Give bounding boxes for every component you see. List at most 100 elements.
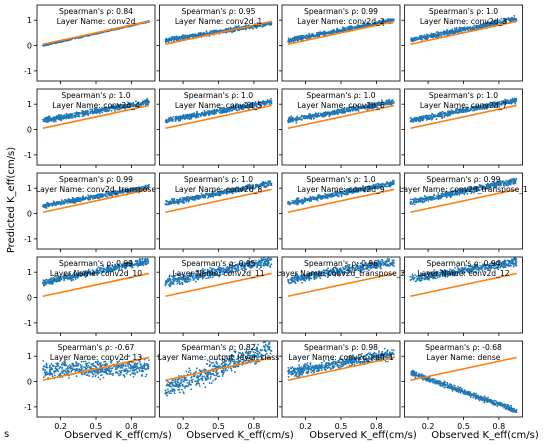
scatter-point: [423, 35, 425, 38]
scatter-point: [84, 196, 87, 199]
scatter-point: [231, 30, 234, 33]
scatter-point: [115, 191, 118, 194]
scatter-point: [217, 191, 220, 194]
scatter-point: [265, 185, 268, 187]
scatter-point: [454, 30, 457, 33]
scatter-point: [104, 108, 107, 111]
scatter-point: [96, 194, 98, 196]
scatter-point: [71, 113, 74, 116]
scatter-point: [117, 105, 120, 108]
scatter-point: [121, 106, 124, 109]
scatter-point: [207, 110, 210, 112]
scatter-point: [466, 110, 468, 113]
scatter-point: [302, 35, 304, 38]
scatter-point: [470, 107, 473, 109]
scatter-point: [118, 104, 121, 106]
scatter-point: [477, 104, 480, 107]
scatter-point: [76, 199, 79, 202]
scatter-point: [103, 107, 106, 110]
scatter-point: [459, 30, 461, 33]
scatter-point: [443, 111, 445, 114]
scatter-point: [223, 110, 225, 113]
scatter-point: [203, 112, 206, 115]
panel-title-line: Spearman's ρ: 1.0: [184, 91, 253, 100]
scatter-point: [300, 116, 302, 118]
scatter-point: [504, 98, 507, 101]
scatter-point: [475, 26, 478, 29]
scatter-point: [492, 23, 495, 26]
scatter-point: [460, 26, 463, 29]
scatter-point: [339, 111, 342, 114]
scatter-point: [202, 113, 205, 116]
scatter-point: [441, 113, 444, 115]
scatter-point: [472, 109, 475, 112]
scatter-point: [330, 32, 333, 34]
scatter-point: [500, 17, 503, 20]
scatter-point: [318, 115, 321, 117]
panel-title-line: Layer Name: conv2d_3: [420, 17, 508, 26]
scatter-point: [247, 101, 250, 104]
scatter-point: [185, 115, 188, 117]
scatter-point: [66, 115, 69, 117]
scatter-point: [363, 25, 366, 28]
scatter-point: [205, 30, 208, 33]
scatter-point: [268, 23, 271, 26]
scatter-point: [252, 103, 255, 105]
scatter-point: [137, 189, 140, 191]
scatter-point: [445, 112, 447, 115]
scatter-point: [82, 115, 85, 117]
scatter-point: [496, 19, 499, 21]
scatter-points: [164, 97, 273, 124]
scatter-point: [170, 116, 173, 119]
scatter-point: [247, 187, 249, 190]
scatter-point: [270, 23, 273, 25]
scatter-point: [443, 114, 446, 117]
scatter-point: [386, 20, 389, 23]
scatter-point: [353, 108, 356, 111]
scatter-point: [188, 115, 191, 118]
scatter-point: [78, 115, 81, 118]
scatter-point: [485, 107, 488, 110]
scatter-point: [462, 111, 464, 114]
scatter-point: [337, 109, 340, 112]
scatter-point: [116, 190, 119, 193]
scatter-point: [376, 106, 379, 109]
scatter-point: [445, 31, 448, 34]
scatter-point: [350, 25, 353, 28]
scatter-point: [514, 102, 517, 105]
scatter-point: [58, 202, 61, 204]
scatter-point: [475, 24, 478, 27]
scatter-point: [411, 118, 414, 121]
scatter-point: [44, 116, 47, 119]
scatter-point: [467, 109, 470, 112]
scatter-point: [179, 38, 182, 41]
scatter-point: [72, 200, 75, 203]
scatter-point: [134, 187, 137, 189]
scatter-point: [208, 111, 211, 114]
scatter-point: [421, 36, 424, 39]
scatter-point: [486, 24, 489, 27]
scatter-point: [336, 112, 339, 115]
scatter-point: [55, 201, 58, 203]
y-tick-label: -1: [24, 235, 32, 244]
scatter-point: [231, 107, 234, 110]
scatter-point: [373, 102, 376, 105]
scatter-point: [445, 114, 448, 117]
scatter-point: [169, 38, 172, 40]
scatter-point: [352, 106, 355, 108]
scatter-point: [130, 190, 133, 192]
scatter-point: [434, 114, 437, 117]
scatter-point: [425, 33, 428, 36]
identity-line: [287, 20, 395, 46]
scatter-point: [172, 119, 175, 121]
scatter-point: [219, 29, 221, 32]
scatter-point: [438, 112, 441, 115]
scatter-point: [220, 190, 223, 192]
scatter-point: [118, 188, 121, 191]
scatter-points: [42, 97, 150, 124]
scatter-point: [476, 106, 479, 109]
scatter-point: [180, 116, 183, 119]
scatter-point: [53, 201, 55, 203]
scatter-point: [421, 35, 423, 37]
panel-title-line: Layer Name: conv2d_6: [297, 101, 385, 110]
